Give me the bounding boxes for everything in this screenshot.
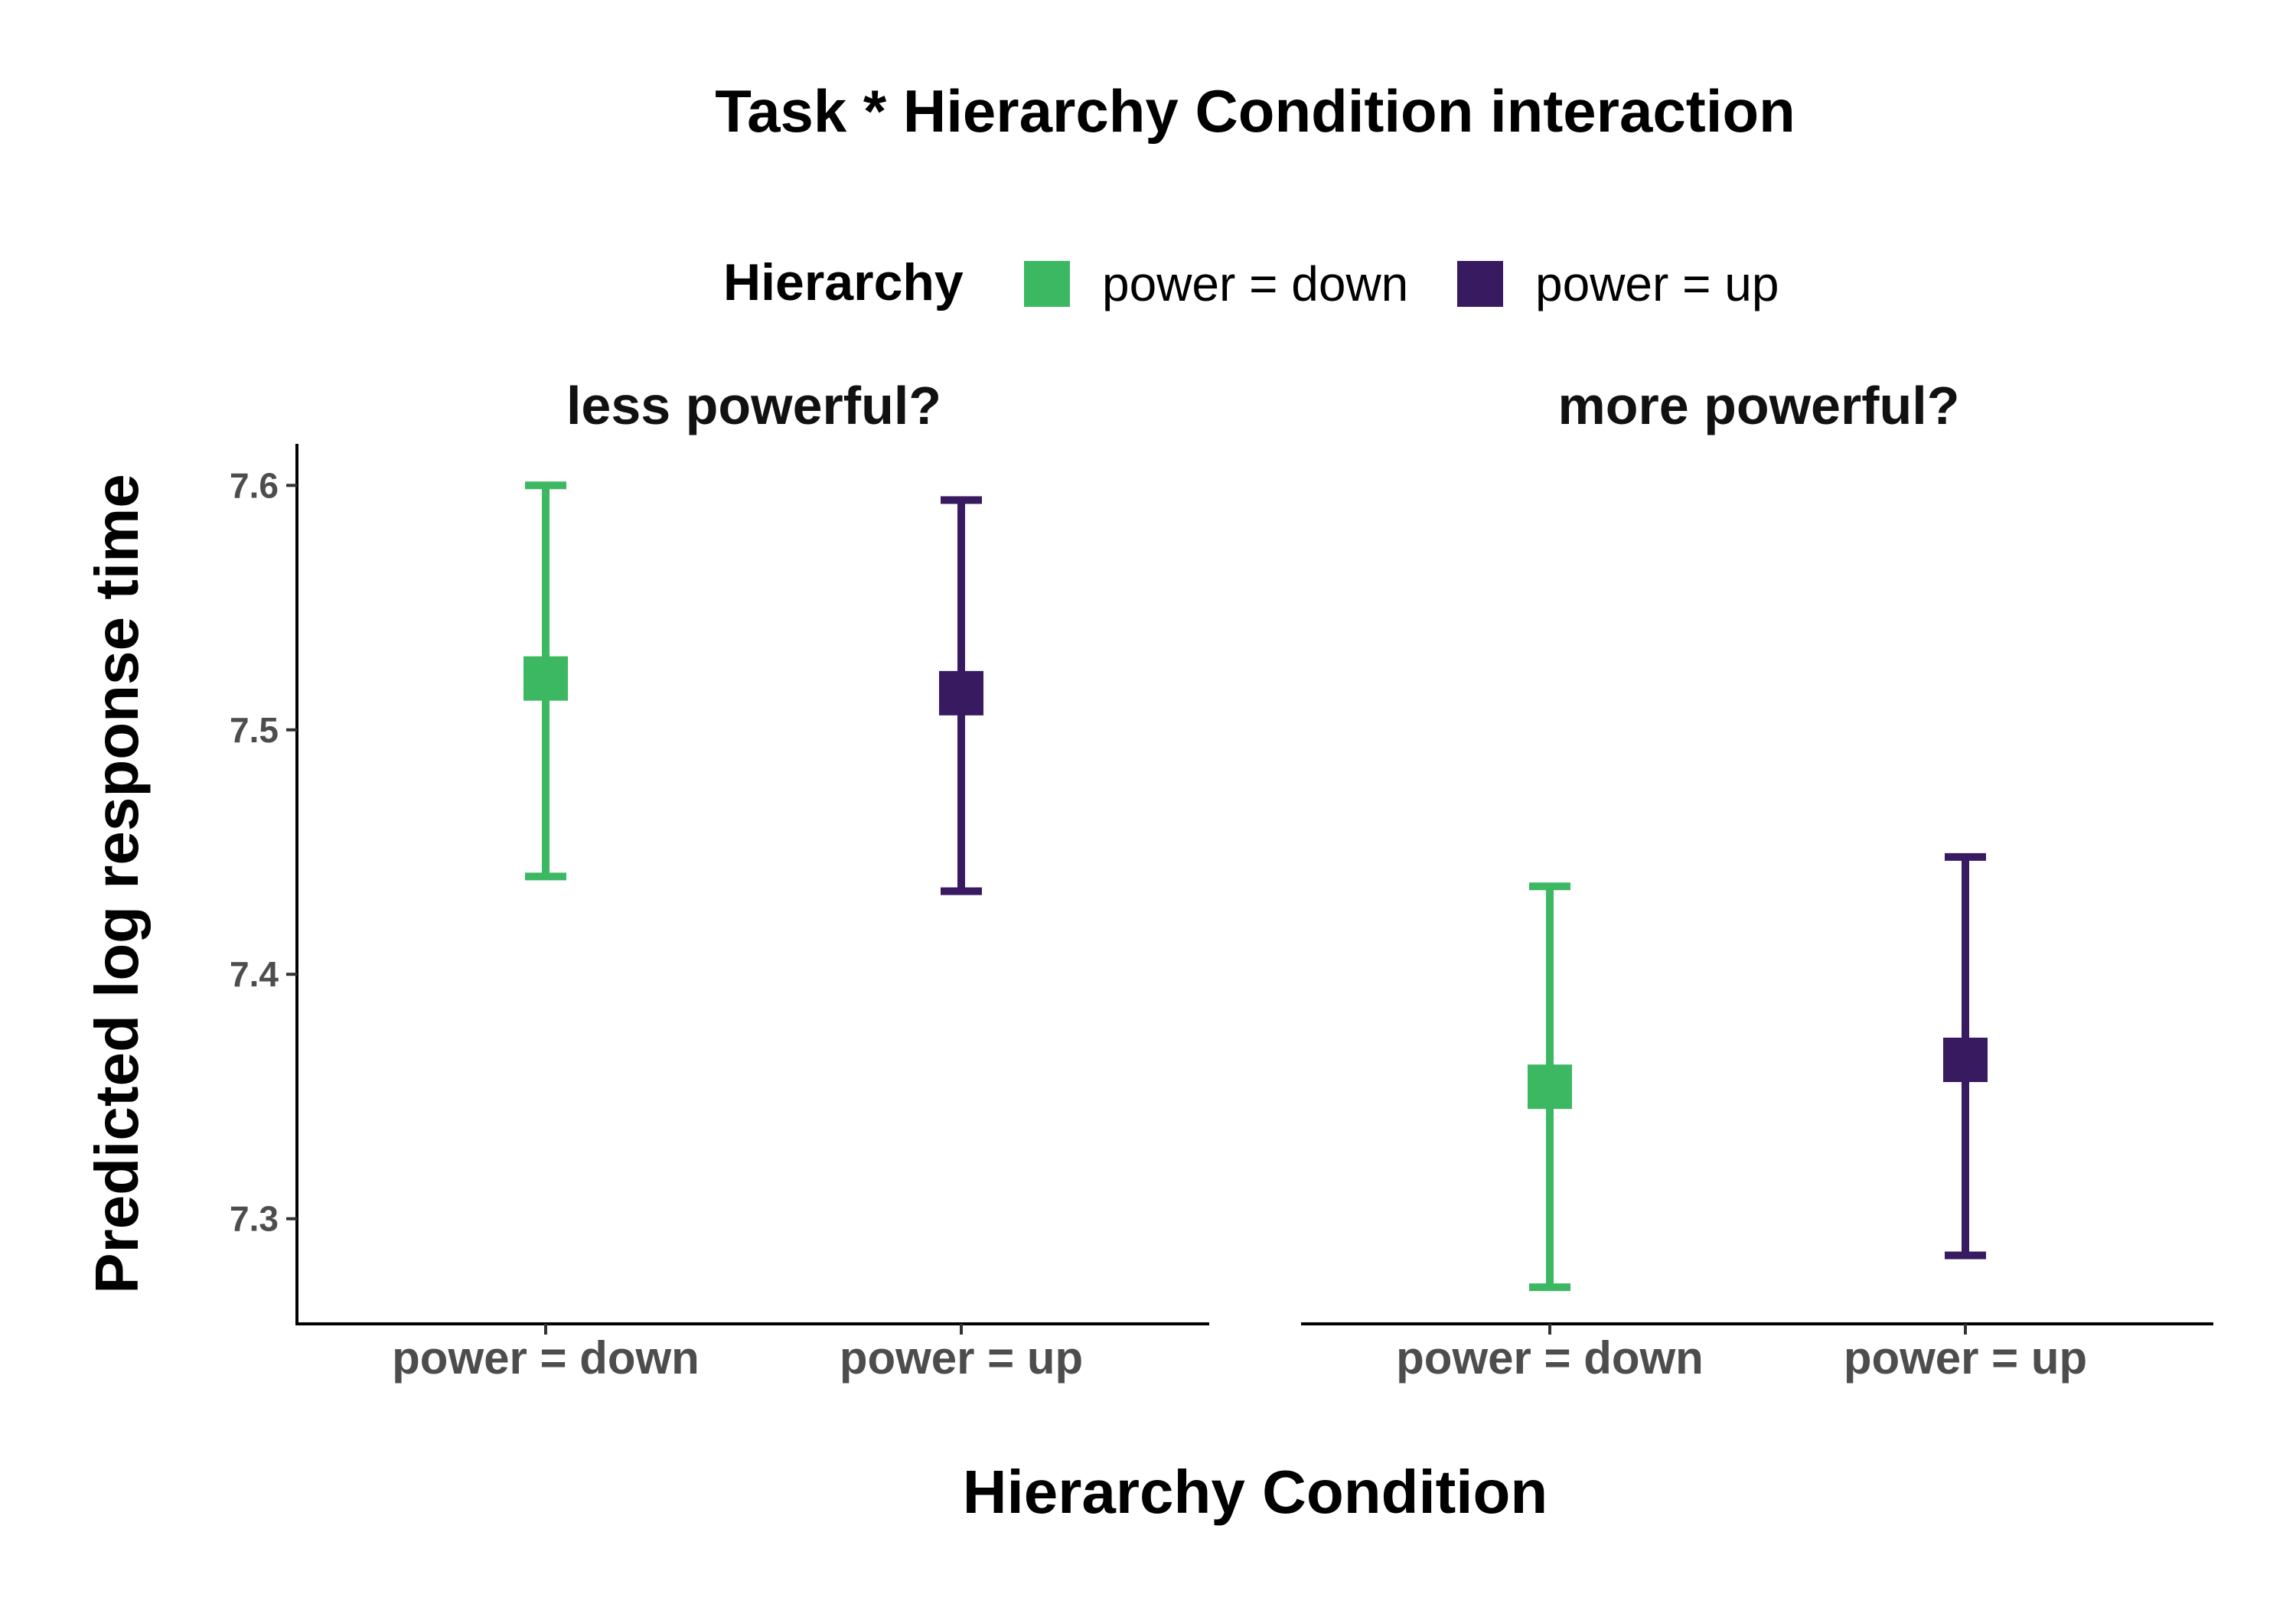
legend-label-power-up: power = up: [1535, 256, 1779, 311]
chart-title: Task * Hierarchy Condition interaction: [715, 77, 1795, 145]
data-point-power-down: [523, 656, 568, 701]
legend-swatch-power-up: [1457, 261, 1503, 307]
y-axis: 7.3 7.4 7.5 7.6: [230, 444, 298, 1325]
y-tick-label: 7.3: [230, 1199, 279, 1239]
x-axis-ticks: power = down power = up power = down power …: [297, 1322, 2213, 1384]
y-axis-title: Predicted log response time: [83, 474, 151, 1293]
x-tick-label-power-down: power = down: [1396, 1332, 1704, 1384]
x-tick-label-power-down: power = down: [392, 1332, 700, 1384]
data-point-power-up: [1943, 1038, 1988, 1082]
y-tick-label: 7.4: [230, 954, 279, 994]
facet-label-less-powerful: less powerful?: [566, 376, 941, 435]
data-point-power-down: [1528, 1064, 1572, 1110]
data-point-power-up: [939, 670, 983, 715]
x-tick-label-power-up: power = up: [840, 1332, 1083, 1384]
y-tick-label: 7.5: [230, 710, 279, 750]
x-axis-title: Hierarchy Condition: [963, 1458, 1548, 1526]
x-tick-label-power-up: power = up: [1844, 1332, 2087, 1384]
legend: Hierarchy power = down power = up: [723, 253, 1779, 311]
facet-more-powerful: more powerful?: [1528, 376, 1988, 1292]
legend-label-power-down: power = down: [1102, 256, 1408, 311]
legend-swatch-power-down: [1024, 261, 1070, 307]
facet-less-powerful: less powerful?: [523, 376, 983, 895]
legend-title: Hierarchy: [723, 253, 964, 311]
y-tick-label: 7.6: [230, 465, 279, 505]
facet-label-more-powerful: more powerful?: [1557, 376, 1959, 435]
